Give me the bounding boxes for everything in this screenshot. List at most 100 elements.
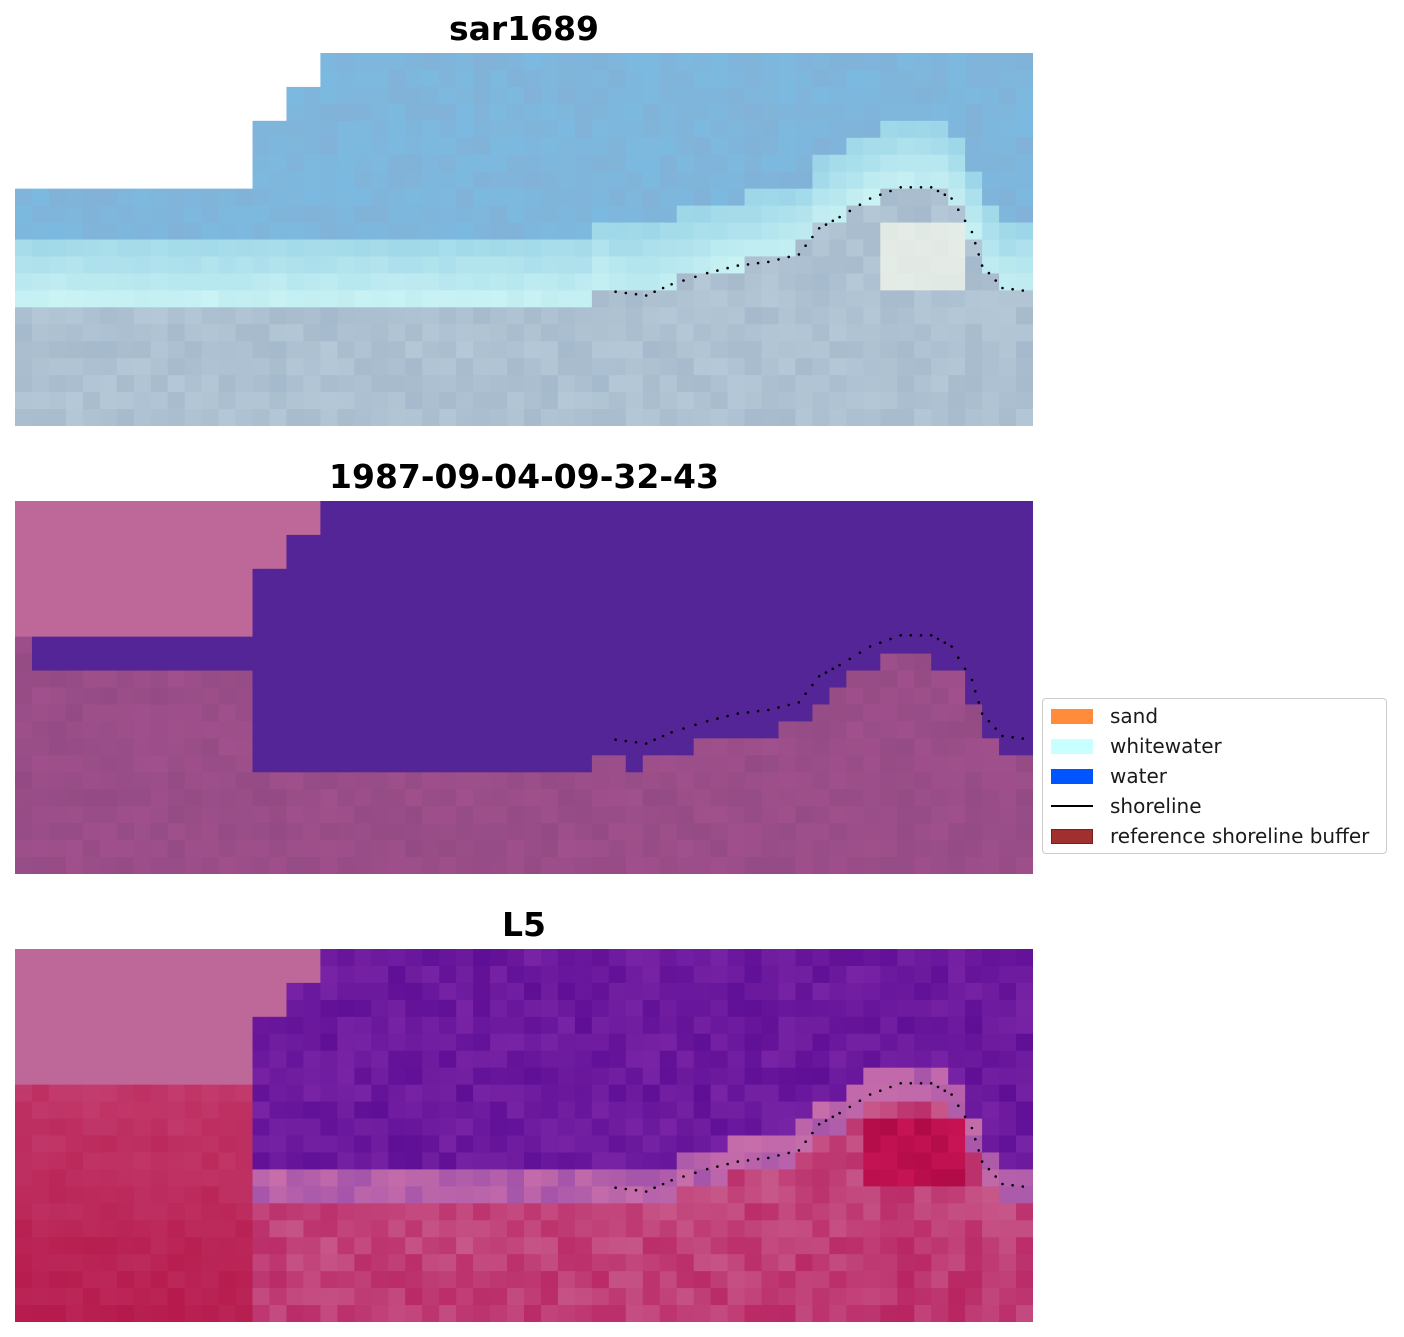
shoreline-dot [804,1140,807,1143]
legend-item-whitewater: whitewater [1051,732,1222,760]
shoreline-dot [787,703,790,707]
shoreline-dot [899,186,902,189]
legend-label-shoreline: shoreline [1110,794,1202,818]
shoreline-dot [777,258,780,261]
shoreline-dot [705,719,709,723]
shoreline-dot [980,264,984,267]
shoreline-dot [909,186,913,189]
sand-swatch [1051,708,1093,724]
shoreline-dot [919,186,923,189]
shoreline-dot [614,738,617,741]
shoreline-dot [746,711,750,714]
shoreline-dot [682,1175,685,1178]
shoreline-dot [977,253,980,256]
shoreline-dot [653,738,656,741]
shoreline-dot [661,734,665,738]
shoreline-dot [929,1082,933,1085]
shoreline-dot [817,1123,821,1126]
shoreline-dot [831,1115,835,1119]
shoreline-dot [974,1137,977,1141]
shoreline-dot [767,1156,770,1160]
shoreline-dot [644,294,648,297]
shoreline-dot [950,1093,953,1096]
shoreline-dot [716,717,719,720]
shoreline-dot [831,219,835,223]
shoreline-dot [943,193,947,196]
shoreline-dot [994,279,997,282]
classification-image-panel [15,501,1033,874]
shoreline-dot [797,701,801,704]
shoreline-dot [963,219,967,223]
shoreline-dot [957,656,960,659]
shoreline-dot [694,723,697,727]
shoreline-dot [879,1089,882,1092]
shoreline-dot [963,1115,967,1119]
whitewater-swatch [1051,738,1093,754]
shoreline-dot [716,1165,719,1168]
shoreline-dot [726,1162,729,1166]
shoreline-dot [811,1131,814,1135]
shoreline-dot [1001,1182,1004,1186]
shoreline-dot [705,1167,709,1171]
legend: sand whitewater water shoreline referenc… [1042,698,1387,854]
legend-label-sand: sand [1110,704,1159,728]
shoreline-dot [977,1149,980,1152]
shoreline-dot [624,739,628,743]
shoreline-dot [980,1160,984,1163]
shoreline-dot [929,634,933,637]
shoreline-dot [614,290,617,293]
shoreline-dot [736,1160,740,1163]
shoreline-dot [957,208,960,211]
shoreline-dot [889,189,892,193]
shoreline-dot [787,1151,790,1155]
shoreline-dot [694,275,697,279]
panel-title-classification: 1987-09-04-09-32-43 [329,457,719,496]
shoreline-dot [824,671,828,674]
shoreline-dot [936,1085,940,1089]
shoreline-dot [661,1182,665,1186]
shoreline-dot [1011,287,1014,291]
rgb-image-panel [15,53,1033,426]
shoreline-dot [838,663,841,667]
shoreline-dot [858,1099,862,1102]
shoreline-dot [919,634,923,637]
shoreline-dot [797,253,801,256]
shoreline-dot [879,193,882,196]
legend-item-reference-buffer: reference shoreline buffer [1051,822,1369,850]
shoreline-dot [977,701,980,704]
shoreline-dot [838,215,841,219]
shoreline-dot [670,731,673,734]
shoreline-dot [994,727,997,730]
shoreline-dot [1021,737,1025,740]
legend-item-water: water [1051,762,1167,790]
shoreline-dot [868,197,872,200]
shoreline-dot [868,1093,872,1096]
shoreline-dot [919,1082,923,1085]
shoreline-dot [858,203,862,206]
shoreline-dot [909,1082,913,1085]
shoreline-dot [614,1186,617,1189]
index-image-panel [15,949,1033,1322]
shoreline-dot [653,1186,656,1189]
legend-label-whitewater: whitewater [1110,734,1222,758]
shoreline-dot [950,645,953,648]
shoreline-dot [670,1179,673,1182]
shoreline-dot [694,1171,697,1175]
shoreline-dot [736,264,740,267]
shoreline-dot [980,712,984,715]
shoreline-dot [634,1188,638,1192]
shoreline-dot [957,1104,960,1107]
shoreline-dot [858,651,862,654]
shoreline-dot [899,634,902,637]
shoreline-dot [817,675,821,678]
shoreline-dot [899,1082,902,1085]
shoreline-dot [970,1126,974,1130]
shoreline-dot [1021,289,1025,292]
shoreline-dot [811,683,814,687]
shoreline-dots-1 [614,634,1025,745]
shoreline-dot [767,260,770,264]
shoreline-dot [1001,286,1004,290]
shoreline-dot [1011,735,1014,739]
shoreline-dot [797,1149,801,1152]
shoreline-dot [994,1175,997,1178]
